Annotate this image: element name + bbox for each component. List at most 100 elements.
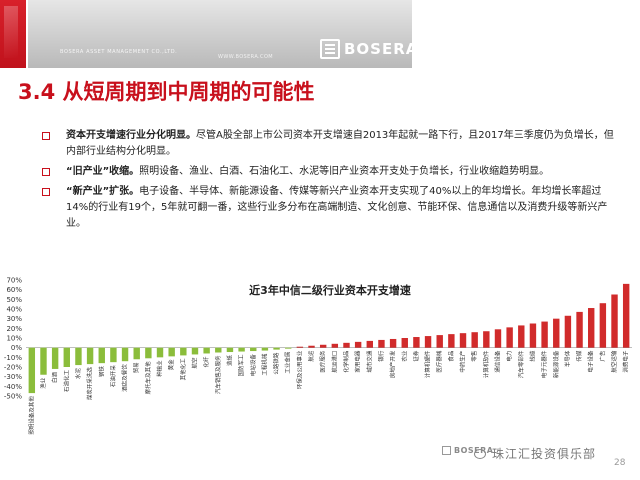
x-tick-label: 电力 — [505, 351, 513, 362]
y-tick-label: 10% — [6, 335, 22, 343]
y-tick-label: 40% — [6, 306, 22, 314]
x-tick-label: 化学制品 — [342, 350, 350, 373]
x-tick-label: 证券 — [412, 350, 420, 362]
x-tick-label: 计算机软件 — [482, 350, 490, 378]
chart-title: 近3年中信二级行业资本开支增速 — [249, 283, 411, 297]
bar — [285, 347, 292, 349]
bar — [588, 308, 595, 348]
x-tick-label: 新能源设备 — [552, 350, 560, 378]
bar — [564, 315, 572, 348]
x-tick-label: 石油化工 — [62, 370, 70, 393]
y-tick-label: 0% — [11, 344, 22, 352]
bar — [576, 311, 583, 348]
bar — [529, 323, 537, 348]
bullet-text: “旧产业”收缩。照明设备、渔业、白酒、石油化工、水泥等旧产业资本开支处于负增长，… — [66, 164, 549, 180]
x-tick-label: 环保及公用事业 — [295, 350, 303, 389]
bullet-square-icon — [42, 132, 50, 140]
bar — [145, 347, 152, 359]
x-tick-label: 摩托车及其他 — [144, 361, 152, 395]
bar — [191, 347, 199, 355]
bar — [471, 332, 478, 348]
bullet-text: “新产业”扩张。电子设备、半导体、新能源设备、传媒等新兴产业资本开支实现了40%… — [66, 184, 622, 232]
x-tick-label: 电子元器件 — [540, 350, 548, 378]
x-tick-label: 国防军工 — [237, 354, 245, 377]
x-tick-label: 通信设备 — [493, 350, 501, 373]
bar — [238, 347, 245, 352]
bullet-text: 资本开支增速行业分化明显。尽管A股全部上市公司资本开支增速自2013年起就一路下… — [66, 128, 622, 160]
bar — [121, 347, 129, 362]
x-tick-label: 石油开采 — [109, 365, 117, 388]
capex-growth-chart: 近3年中信二级行业资本开支增速 70% 60% 50% 40% 30% 20% 10% 0% -… — [0, 272, 640, 480]
chart-svg: 近3年中信二级行业资本开支增速 70%60% 50% 40%30% 20% 10%0% -… — [4, 277, 632, 435]
bar — [203, 347, 210, 354]
bar — [413, 337, 420, 348]
bar — [226, 347, 234, 353]
bar — [133, 347, 140, 360]
y-tick-label: -10% — [4, 354, 22, 362]
x-tick-label: 白酒 — [51, 371, 59, 383]
y-tick-label: -50% — [4, 393, 22, 401]
y-tick-label: 70% — [6, 277, 22, 285]
x-tick-label: 种植业 — [156, 360, 164, 377]
x-tick-label: 传媒 — [575, 350, 583, 362]
x-tick-label: 航空运输 — [610, 350, 618, 373]
bar — [98, 347, 105, 364]
page-title: 3.4 从短周期到中周期的可能性 — [18, 80, 315, 104]
header-url-text: WWW.BOSERA.COM — [218, 54, 273, 60]
x-tick-label: 航运港口 — [330, 351, 338, 373]
x-tick-label: 工业金属 — [284, 352, 292, 374]
x-tick-label: 银行 — [377, 350, 385, 362]
bar — [261, 347, 269, 351]
bosera-logo-icon — [320, 39, 340, 59]
x-tick-label: 医疗器械 — [435, 350, 443, 373]
bar — [541, 321, 548, 348]
footer-logo-icon — [442, 446, 451, 455]
x-tick-label: 家用电器 — [354, 350, 362, 373]
header-red-block — [0, 0, 26, 68]
x-tick-label: 水泥 — [74, 368, 82, 380]
x-tick-label: 城市交通 — [365, 350, 373, 373]
bar — [378, 339, 385, 348]
bullet-item: “新产业”扩张。电子设备、半导体、新能源设备、传媒等新兴产业资本开支实现了40%… — [42, 184, 622, 232]
bar — [110, 347, 117, 363]
footer-logo-text: BOSERA — [454, 446, 494, 455]
y-tick-label: 60% — [6, 286, 22, 294]
bar — [366, 340, 373, 348]
y-tick-label: -30% — [4, 373, 22, 381]
bullet-bold-lead: “旧产业”收缩。 — [66, 166, 140, 177]
bullet-item: 资本开支增速行业分化明显。尽管A股全部上市公司资本开支增速自2013年起就一路下… — [42, 128, 622, 160]
y-tick-label: 20% — [6, 325, 22, 333]
x-tick-label: 电子设备 — [587, 350, 595, 373]
x-tick-label: 工程机械 — [260, 353, 268, 376]
bar — [354, 341, 362, 348]
bar — [51, 347, 59, 369]
bar — [180, 347, 187, 356]
x-tick-label: 煤炭开采洗选 — [86, 367, 94, 401]
bar — [401, 338, 408, 348]
x-tick-label: 零售 — [470, 351, 478, 362]
x-tick-label: 渔业 — [39, 377, 47, 389]
x-tick-label: 食品 — [447, 350, 455, 362]
y-tick-label: -20% — [4, 364, 22, 372]
x-tick-label: 广告 — [598, 350, 606, 362]
x-tick-label: 其他化工 — [179, 358, 187, 381]
bar — [622, 283, 630, 348]
y-tick-label: 30% — [6, 315, 22, 323]
header-company-text: BOSERA ASSET MANAGEMENT CO.,LTD. — [60, 49, 178, 55]
bullet-body: 照明设备、渔业、白酒、石油化工、水泥等旧产业资本开支处于负增长，行业收缩趋势明显… — [139, 166, 550, 177]
bar — [86, 347, 94, 365]
bar — [343, 342, 350, 348]
bullet-square-icon — [42, 168, 50, 176]
bar — [63, 347, 70, 367]
bar — [424, 336, 432, 348]
x-tick-label: 航运 — [307, 350, 315, 362]
x-tick-label: 钢铁 — [97, 366, 105, 378]
bar — [448, 334, 455, 348]
header-band: BOSERA ASSET MANAGEMENT CO.,LTD. WWW.BOS… — [0, 0, 640, 68]
watermark-text: 珠江汇投资俱乐部 — [492, 447, 597, 461]
bar — [28, 347, 36, 394]
bullet-body: 电子设备、半导体、新能源设备、传媒等新兴产业资本开支实现了40%以上的年均增长。… — [66, 186, 608, 229]
x-tick-label: 汽车零部件 — [517, 350, 525, 378]
bar — [296, 346, 304, 348]
